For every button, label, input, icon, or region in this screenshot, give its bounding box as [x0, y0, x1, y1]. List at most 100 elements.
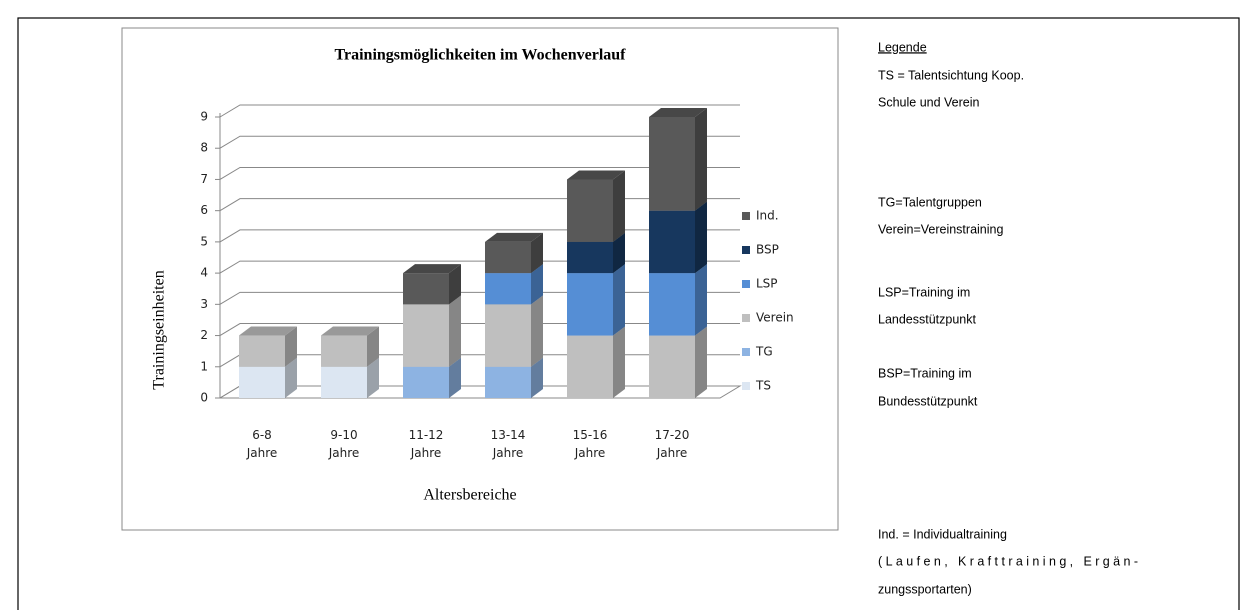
y-tick-label: 7 — [200, 172, 208, 186]
chart-title: Trainingsmöglichkeiten im Wochenverlauf — [335, 47, 627, 64]
notes-heading: Legende — [878, 40, 927, 54]
bar — [403, 273, 449, 305]
bar-side — [367, 326, 379, 367]
bar-segment — [239, 326, 297, 367]
bar — [649, 335, 695, 398]
legend-label: Ind. — [756, 209, 779, 223]
legend-swatch — [742, 314, 750, 322]
notes-line: Verein=Vereinstraining — [878, 222, 1003, 236]
legend-swatch — [742, 280, 750, 288]
y-tick-label: 1 — [200, 359, 208, 373]
legend-label: Verein — [756, 311, 794, 325]
bar-side — [367, 357, 379, 398]
bar-top — [649, 108, 707, 117]
bar-side — [613, 232, 625, 274]
bar-top — [485, 232, 543, 242]
bar — [567, 335, 613, 398]
notes-line: Bundesstützpunkt — [878, 394, 978, 408]
y-tick-label: 0 — [200, 391, 208, 405]
notes-line: Ind. = Individualtraining — [878, 527, 1007, 541]
bar-top — [567, 170, 625, 180]
notes-line: TS = Talentsichtung Koop. — [878, 68, 1024, 82]
y-axis-label: Trainingseinheiten — [151, 270, 168, 389]
legend-label: BSP — [756, 243, 779, 257]
bar-segment — [485, 232, 543, 274]
bar-side — [695, 326, 707, 398]
bar-side — [285, 357, 297, 398]
bar — [485, 241, 531, 274]
bar-segment — [649, 201, 707, 274]
x-tick-label: 6-8 Jahre — [246, 428, 278, 460]
legend-swatch — [742, 382, 750, 390]
legend-label: TG — [755, 345, 773, 359]
bar — [649, 210, 695, 274]
bar-segment — [403, 295, 461, 367]
legend-swatch — [742, 348, 750, 356]
bar — [403, 366, 449, 398]
notes-line: Landesstützpunkt — [878, 312, 977, 326]
bar-side — [449, 357, 461, 398]
bar-side — [613, 326, 625, 398]
bar-side — [613, 170, 625, 242]
bar-top — [403, 264, 461, 274]
bar — [567, 273, 613, 336]
notes-line: LSP=Training im — [878, 285, 970, 299]
y-tick-label: 9 — [200, 110, 208, 124]
y-tick-label: 2 — [200, 328, 208, 342]
bar-segment — [649, 264, 707, 336]
bar — [649, 273, 695, 336]
bar-top — [321, 326, 379, 336]
bar-side — [531, 357, 543, 398]
bar — [403, 304, 449, 367]
bar — [567, 179, 613, 242]
notes-line: (Laufen, Krafttraining, Ergän- — [878, 554, 1138, 568]
bar-segment — [649, 326, 707, 398]
bar — [239, 366, 285, 398]
bar — [485, 273, 531, 305]
bar — [567, 241, 613, 274]
bar — [321, 335, 367, 367]
x-tick-label: 13-14 Jahre — [491, 428, 526, 460]
bar-side — [531, 295, 543, 367]
legend-swatch — [742, 212, 750, 220]
notes-line: BSP=Training im — [878, 366, 972, 380]
grid-line — [219, 104, 740, 118]
notes-line: Schule und Verein — [878, 95, 980, 109]
bar-side — [613, 264, 625, 336]
bar-segment — [321, 326, 379, 367]
grid-line — [219, 135, 740, 149]
x-tick-label: 11-12 Jahre — [409, 428, 444, 460]
bar-top — [239, 326, 297, 336]
x-tick-label: 9-10 Jahre — [328, 428, 360, 460]
bar-side — [695, 201, 707, 274]
bar-side — [695, 108, 707, 211]
bar-side — [449, 295, 461, 367]
legend-label: TS — [755, 379, 771, 393]
bar-segment — [649, 108, 707, 211]
y-tick-label: 5 — [200, 234, 208, 248]
bar-side — [285, 326, 297, 367]
page-border — [17, 17, 1240, 610]
legend-swatch — [742, 246, 750, 254]
bar — [321, 366, 367, 398]
bar — [485, 366, 531, 398]
y-tick-label: 3 — [200, 297, 208, 311]
bar-segment — [567, 326, 625, 398]
bar-segment — [567, 170, 625, 242]
y-tick-label: 4 — [200, 266, 208, 280]
grid-line — [219, 166, 740, 180]
notes-line: TG=Talentgruppen — [878, 195, 982, 209]
x-tick-label: 17-20 Jahre — [655, 428, 690, 460]
x-tick-label: 15-16 Jahre — [573, 428, 608, 460]
chart-frame — [121, 27, 839, 531]
notes-line: zungssportarten) — [878, 582, 972, 596]
bar — [239, 335, 285, 367]
y-tick-label: 8 — [200, 141, 208, 155]
bar-side — [531, 232, 543, 274]
bar-side — [695, 264, 707, 336]
bar-side — [531, 264, 543, 305]
bar-segment — [403, 264, 461, 305]
bar-segment — [567, 264, 625, 336]
bar — [649, 117, 695, 211]
